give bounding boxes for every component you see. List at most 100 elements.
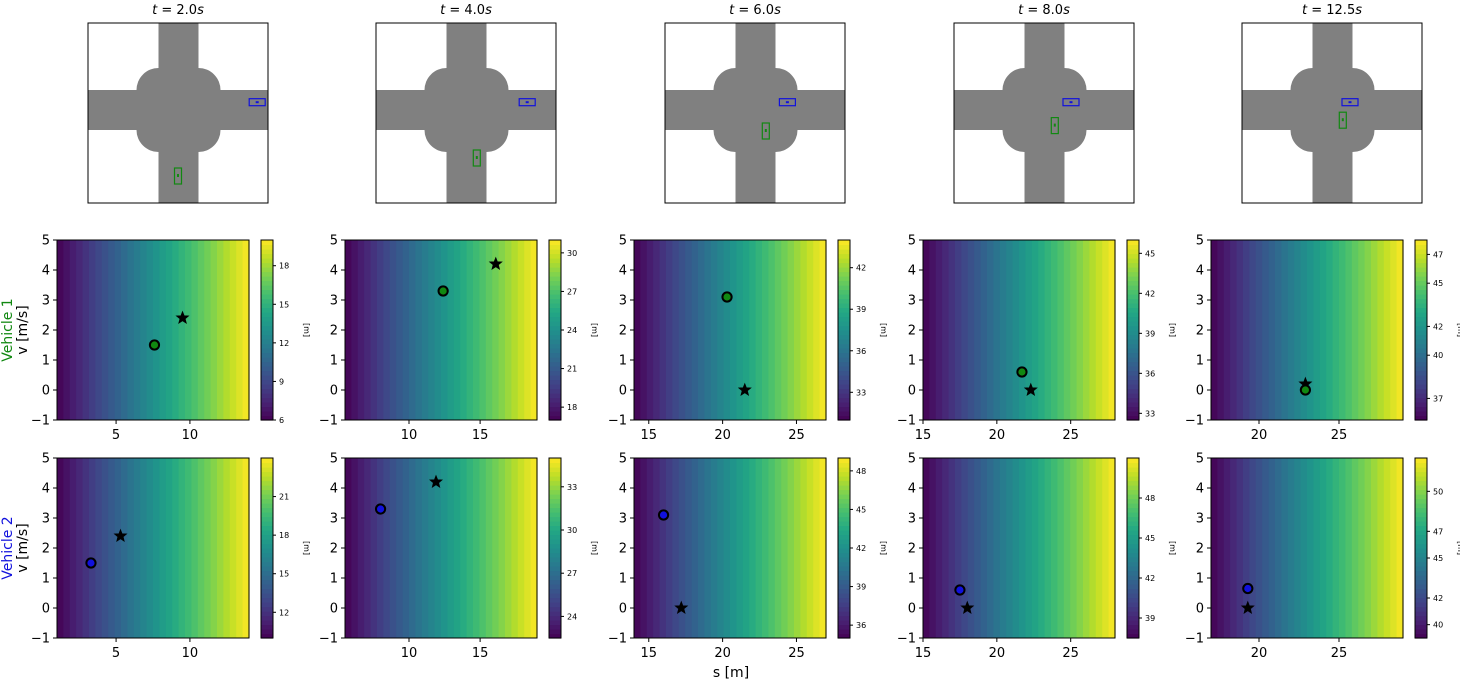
heatmap-cell: [1057, 458, 1065, 638]
colorbar-cell: [1127, 280, 1139, 286]
colorbar-cell: [549, 330, 561, 336]
colorbar-tick-label: 27: [567, 569, 577, 578]
colorbar-cell: [838, 406, 850, 412]
y-tick-label: 2: [330, 542, 338, 557]
row-axis-label: v [m/s]: [15, 305, 31, 354]
heatmap-cell: [101, 240, 109, 420]
heatmap-cell: [127, 240, 135, 420]
heatmap-panel-r1-c2: [341, 239, 564, 424]
colorbar-cell: [549, 629, 561, 635]
colorbar-cell: [838, 379, 850, 385]
heatmap-cell: [364, 458, 372, 638]
heatmap-cell: [1371, 240, 1378, 420]
heatmap-cell: [479, 240, 487, 420]
colorbar-cell: [1415, 521, 1427, 527]
colorbar-cell: [549, 593, 561, 599]
colorbar-cell: [1127, 240, 1139, 246]
heatmap-cell: [1108, 458, 1116, 638]
colorbar-cell: [261, 566, 273, 572]
colorbar-cell: [549, 624, 561, 630]
heatmap-cell: [787, 458, 795, 638]
colorbar-cell: [838, 366, 850, 372]
colorbar-cell: [1415, 258, 1427, 264]
heatmap-cell: [370, 458, 378, 638]
colorbar-cell: [838, 633, 850, 639]
colorbar-cell: [1415, 415, 1427, 421]
colorbar-cell: [549, 262, 561, 268]
colorbar-cell: [549, 316, 561, 322]
colorbar-tick-label: 30: [567, 249, 577, 258]
colorbar-cell: [1127, 489, 1139, 495]
colorbar-cell: [838, 476, 850, 482]
heatmap-cell: [935, 240, 943, 420]
heatmap-cell: [1063, 240, 1071, 420]
heatmap-cell: [961, 458, 969, 638]
colorbar-cell: [549, 480, 561, 486]
y-tick-label: 4: [42, 482, 50, 497]
colorbar-cell: [1415, 498, 1427, 504]
y-tick-label: 4: [619, 264, 627, 279]
y-tick-label: 4: [1196, 482, 1204, 497]
heatmap-panel-r2-c3: [630, 457, 853, 642]
heatmap-cell: [82, 240, 90, 420]
colorbar-cell: [549, 606, 561, 612]
road-corner-fillet: [1352, 68, 1375, 90]
heatmap-cell: [1255, 458, 1263, 638]
y-tick-label: 4: [619, 482, 627, 497]
colorbar-cell: [261, 325, 273, 331]
colorbar-cell: [261, 570, 273, 576]
heatmap-cell: [1313, 458, 1321, 638]
colorbar-cell: [838, 325, 850, 331]
colorbar-cell: [1415, 280, 1427, 286]
heatmap-cell: [1358, 240, 1366, 420]
colorbar-cell: [549, 289, 561, 295]
heatmap-cell: [987, 240, 994, 420]
heatmap-cell: [1095, 240, 1103, 420]
heatmap-cell: [377, 240, 384, 420]
heatmap-cell: [955, 458, 962, 638]
heatmap-cell: [133, 240, 141, 420]
colorbar-label: [m]: [590, 541, 599, 555]
heatmap-cell: [1076, 240, 1084, 420]
colorbar-cell: [1127, 321, 1139, 327]
y-tick-label: 0: [42, 384, 50, 399]
colorbar-tick-label: 24: [567, 612, 577, 621]
colorbar-cell: [549, 402, 561, 408]
heatmap-cell: [723, 240, 731, 420]
colorbar-tick-label: 36: [856, 621, 866, 630]
time-title-prefix: t =: [729, 3, 753, 18]
time-title-value: 6.0: [753, 3, 774, 18]
colorbar-cell: [838, 303, 850, 309]
colorbar-cell: [1415, 539, 1427, 545]
colorbar-cell: [1127, 525, 1139, 531]
colorbar-cell: [549, 339, 561, 345]
heatmap-cell: [723, 458, 731, 638]
colorbar-cell: [549, 411, 561, 417]
heatmap-cell: [197, 458, 205, 638]
heatmap-cell: [1031, 458, 1039, 638]
colorbar-cell: [261, 240, 273, 246]
heatmap-cell: [1345, 240, 1353, 420]
target-star-marker: [960, 600, 975, 615]
colorbar-tick-label: 33: [567, 483, 577, 492]
vehicle-2-box: [248, 98, 266, 107]
heatmap-cell: [1230, 458, 1238, 638]
intersection-panel-4: [953, 22, 1135, 204]
colorbar-cell: [1415, 525, 1427, 531]
y-tick-label: 2: [1196, 542, 1204, 557]
y-tick-label: 5: [619, 234, 627, 249]
colorbar-cell: [838, 375, 850, 381]
heatmap-cell: [453, 458, 461, 638]
colorbar-cell: [1127, 289, 1139, 295]
colorbar-cell: [1415, 575, 1427, 581]
colorbar-cell: [261, 406, 273, 412]
colorbar-tick-label: 9: [279, 377, 284, 386]
colorbar-cell: [261, 602, 273, 608]
colorbar-cell: [1415, 471, 1427, 477]
heatmap-cell: [1364, 458, 1372, 638]
heatmap-cell: [1281, 240, 1289, 420]
heatmap-cell: [678, 240, 686, 420]
heatmap-cell: [153, 458, 160, 638]
heatmap-cell: [935, 458, 943, 638]
heatmap-cell: [813, 458, 821, 638]
